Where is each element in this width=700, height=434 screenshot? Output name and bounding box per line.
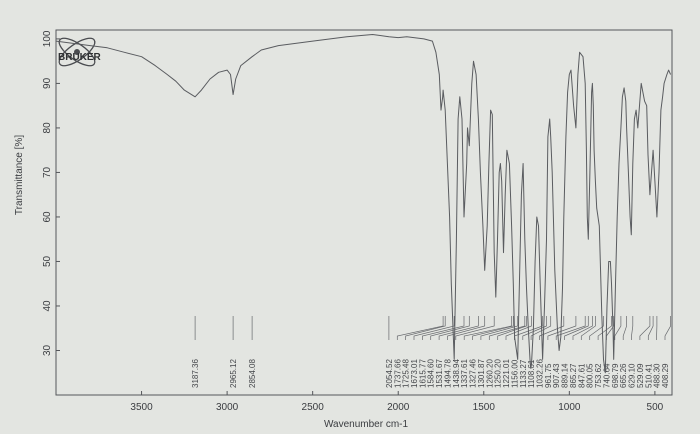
peak-leader-line xyxy=(639,316,651,340)
peak-label: 488.30 xyxy=(653,363,662,388)
peak-leader-line xyxy=(447,316,486,340)
peak-leader-line xyxy=(530,316,552,340)
peak-label: 1673.01 xyxy=(410,359,419,388)
peak-label: 1615.77 xyxy=(418,359,427,388)
peak-label: 2965.12 xyxy=(229,359,238,388)
peak-label: 740.64 xyxy=(602,363,611,388)
y-tick-label: 40 xyxy=(42,300,53,312)
peak-leader-line xyxy=(488,316,526,340)
peak-leader-line xyxy=(547,316,577,340)
peak-label: 698.79 xyxy=(611,363,620,388)
peak-leader-line xyxy=(555,316,586,340)
peak-label: 889.14 xyxy=(561,363,570,388)
y-tick-label: 100 xyxy=(42,30,53,47)
peak-label: 1737.66 xyxy=(393,359,402,388)
y-tick-label: 30 xyxy=(42,344,53,356)
peak-label: 1221.01 xyxy=(502,359,511,388)
peak-label: 510.41 xyxy=(644,363,653,388)
peak-label: 1584.60 xyxy=(427,359,436,388)
peak-leader-line xyxy=(597,316,612,340)
x-axis-title: Wavenumber cm-1 xyxy=(324,419,409,430)
x-tick-label: 1000 xyxy=(558,402,581,413)
y-tick-label: 50 xyxy=(42,255,53,267)
x-tick-label: 2000 xyxy=(387,402,410,413)
peak-label: 1032.26 xyxy=(536,359,545,388)
peak-leader-line xyxy=(614,316,622,340)
y-axis-ticks: 30 40 50 60 70 80 90 100 xyxy=(42,30,60,356)
peak-leader-line xyxy=(438,316,479,340)
peak-leader-line xyxy=(396,316,444,340)
peak-labels: 3187.36 2965.12 2854.08 2054.52 1737.66 1725.… xyxy=(191,316,671,388)
peak-leader-line xyxy=(422,316,465,340)
peak-label: 1494.78 xyxy=(444,359,453,388)
x-tick-label: 2500 xyxy=(302,402,325,413)
y-tick-label: 70 xyxy=(42,166,53,178)
peak-leader-line xyxy=(580,316,596,340)
spectrum-series xyxy=(55,34,672,374)
peak-label: 408.29 xyxy=(661,363,670,388)
peak-label: 3187.36 xyxy=(191,359,200,388)
y-tick-label: 60 xyxy=(42,211,53,223)
peak-leader-line xyxy=(405,316,446,340)
x-tick-label: 3500 xyxy=(130,402,153,413)
peak-label: 2054.52 xyxy=(385,359,394,388)
peak-leader-line xyxy=(522,316,547,340)
peak-label: 1250.20 xyxy=(494,359,503,388)
peak-label: 1531.67 xyxy=(435,359,444,388)
peak-leader-line xyxy=(622,316,627,340)
peak-leader-line xyxy=(572,316,593,340)
peak-leader-line xyxy=(463,316,512,340)
x-tick-label: 1500 xyxy=(473,402,496,413)
x-tick-label: 3000 xyxy=(216,402,239,413)
peak-label: 2854.08 xyxy=(248,359,257,388)
peak-label: 1260.20 xyxy=(485,359,494,388)
peak-label: 865.27 xyxy=(569,363,578,388)
bruker-logo-mark xyxy=(58,37,96,67)
peak-label: 1337.61 xyxy=(460,359,469,388)
peak-label: 800.05 xyxy=(586,363,595,388)
peak-label: 961.75 xyxy=(544,363,553,388)
peak-label: 665.26 xyxy=(619,363,628,388)
peak-leader-line xyxy=(589,316,604,340)
peak-label: 529.09 xyxy=(636,363,645,388)
peak-leader-line xyxy=(430,316,470,340)
peak-label: 1725.48 xyxy=(402,359,411,388)
peak-label: 1156.00 xyxy=(510,359,519,388)
bruker-logo: BRUKER xyxy=(58,37,102,67)
y-tick-label: 90 xyxy=(42,77,53,89)
plot-axes xyxy=(55,29,673,396)
peak-label: 907.43 xyxy=(552,363,561,388)
peak-leader-line xyxy=(472,316,514,340)
peak-leader-line xyxy=(413,316,455,340)
peak-label: 1133.27 xyxy=(519,359,528,388)
peak-label: 753.62 xyxy=(594,363,603,388)
peak-leader-line xyxy=(497,316,527,340)
peak-leader-line xyxy=(480,316,519,340)
y-tick-label: 80 xyxy=(42,122,53,134)
peak-leader-line xyxy=(647,316,654,340)
peak-leader-line xyxy=(455,316,495,340)
peak-label: 629.10 xyxy=(628,363,637,388)
peak-label: 1108.61 xyxy=(527,359,536,388)
spectrum-line xyxy=(55,34,672,374)
x-tick-label: 500 xyxy=(647,402,664,413)
peak-label: 1301.87 xyxy=(477,359,486,388)
peak-leader-line xyxy=(664,316,671,340)
peak-label: 1327.46 xyxy=(469,359,478,388)
bruker-logo-text: BRUKER xyxy=(58,52,102,63)
peak-leader-line xyxy=(631,316,634,340)
peak-label: 1438.94 xyxy=(452,359,461,388)
peak-label: 847.61 xyxy=(577,363,586,388)
x-axis-ticks: 3500 3000 2500 2000 1500 1000 500 xyxy=(130,391,664,413)
peak-leader-line xyxy=(539,316,565,340)
peak-leader-line xyxy=(564,316,589,340)
y-axis-title: Transmittance [%] xyxy=(14,135,25,215)
plot-frame xyxy=(55,29,673,396)
